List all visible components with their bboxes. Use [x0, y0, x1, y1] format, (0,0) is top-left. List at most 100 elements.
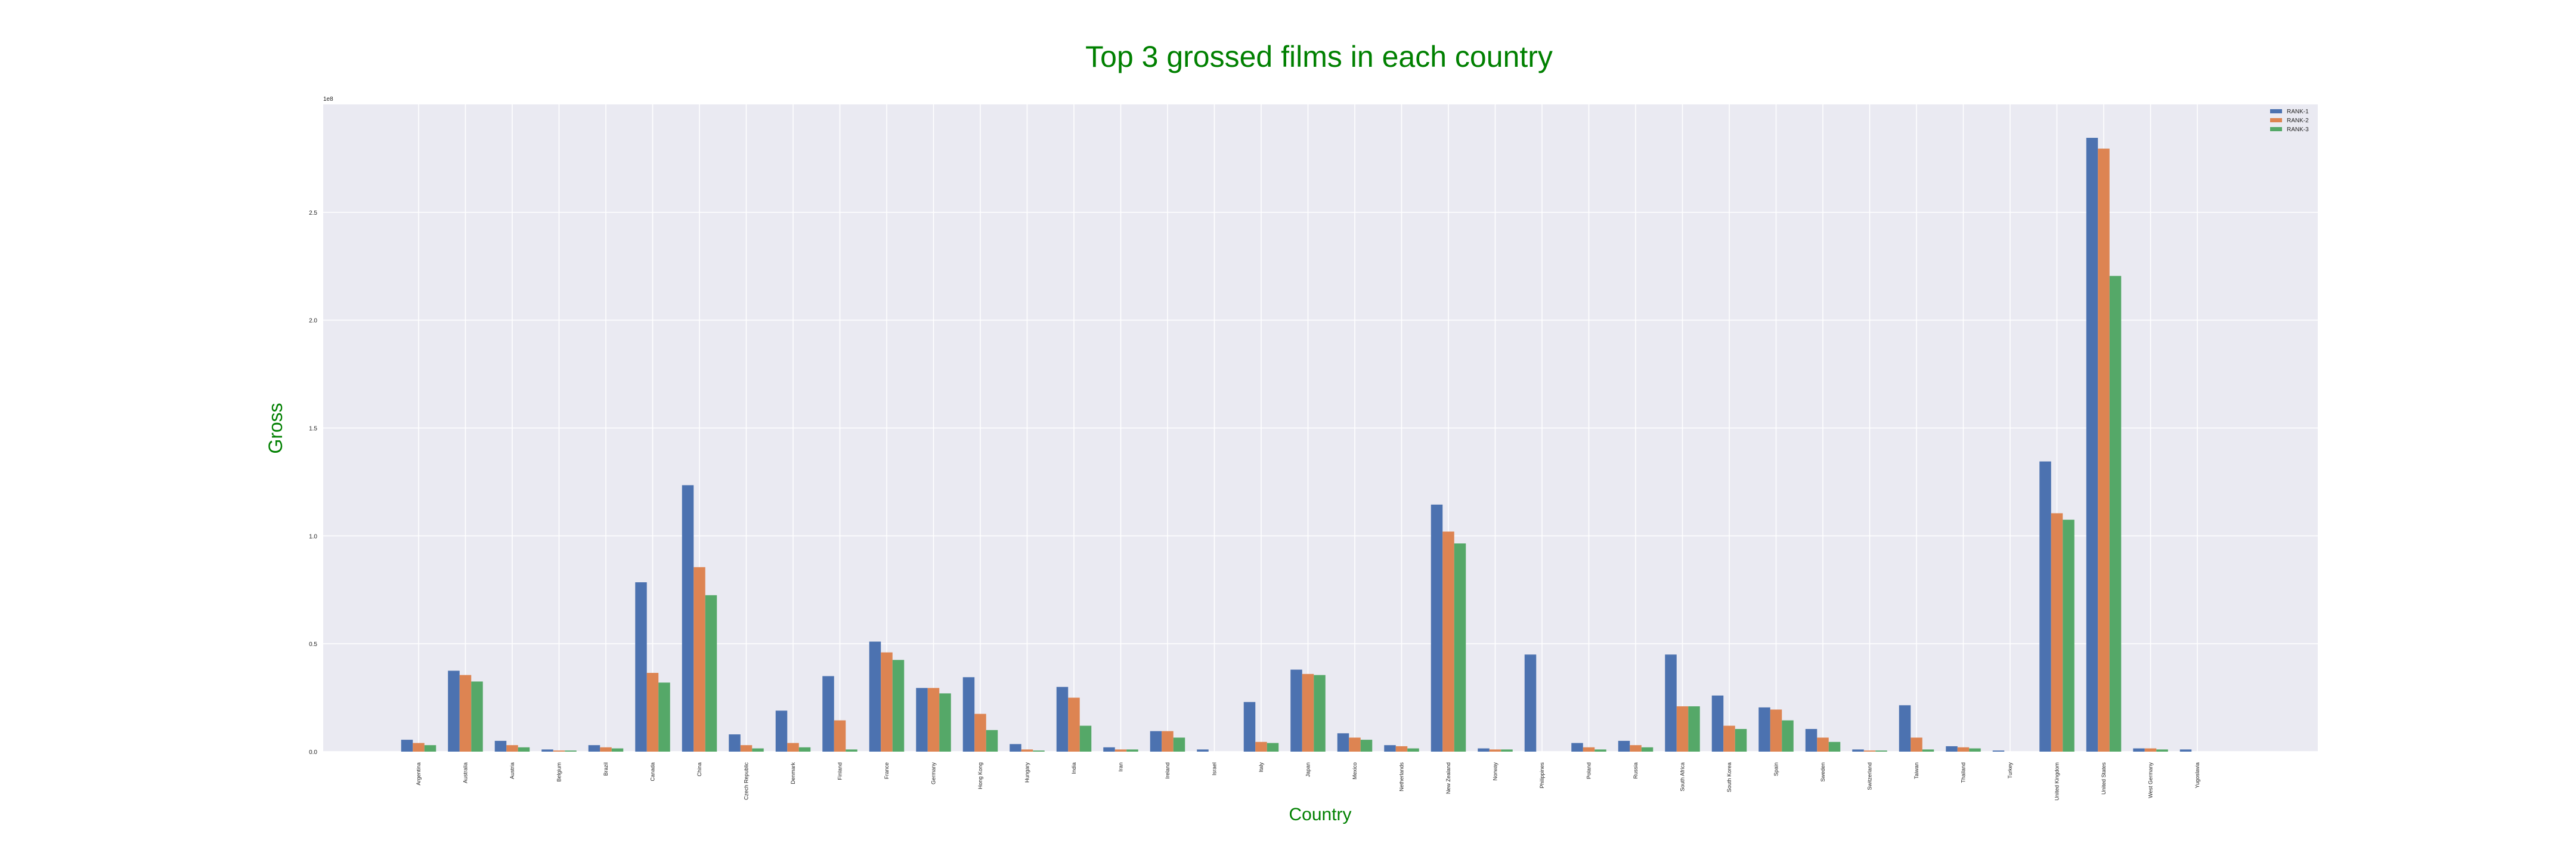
- x-tick-label: South Korea: [1726, 762, 1732, 792]
- x-tick-label: Germany: [931, 762, 937, 785]
- bar-rank-3-canada: [658, 682, 670, 752]
- bar-rank-1-china: [682, 485, 694, 752]
- legend: RANK-1 RANK-2 RANK-3: [2270, 109, 2309, 133]
- bar-rank-2-spain: [1770, 709, 1782, 752]
- x-tick-label: New Zealand: [1445, 762, 1451, 794]
- x-tick-label: Philippines: [1539, 762, 1545, 789]
- bar-rank-1-india: [1056, 687, 1069, 752]
- bar-rank-2-brazil: [600, 747, 612, 752]
- bar-rank-2-austria: [506, 745, 518, 752]
- bar-rank-2-argentina: [413, 743, 425, 752]
- x-tick-label: Argentina: [416, 762, 422, 786]
- bar-rank-1-argentina: [401, 740, 413, 752]
- bar-rank-3-india: [1079, 725, 1092, 752]
- bar-rank-1-united-states: [2086, 138, 2098, 752]
- bar-rank-2-ireland: [1162, 731, 1174, 752]
- bar-rank-2-united-states: [2098, 149, 2110, 752]
- bar-rank-2-denmark: [787, 743, 799, 752]
- bar-rank-3-poland: [1594, 749, 1606, 752]
- x-tick-label: Norway: [1493, 762, 1498, 781]
- bar-rank-3-south-korea: [1735, 729, 1747, 752]
- bar-rank-3-south-africa: [1688, 706, 1700, 752]
- legend-swatch: [2270, 118, 2282, 122]
- bar-rank-1-hungary: [1010, 744, 1021, 752]
- x-tick-label: Netherlands: [1399, 762, 1405, 792]
- x-tick-label: Hong Kong: [977, 762, 983, 789]
- bar-rank-1-australia: [448, 670, 460, 752]
- bar-rank-1-russia: [1618, 740, 1630, 752]
- legend-label: RANK-2: [2287, 118, 2309, 124]
- bar-rank-1-norway: [1478, 748, 1490, 752]
- y-tick-label: 1.5: [309, 426, 317, 432]
- bar-rank-3-italy: [1267, 743, 1279, 752]
- bar-rank-1-iran: [1103, 747, 1115, 752]
- x-tick-label: Thailand: [1961, 762, 1967, 783]
- y-offset-label: 1e8: [323, 96, 333, 103]
- bar-rank-1-germany: [916, 688, 928, 752]
- y-tick-label: 1.0: [309, 533, 317, 540]
- x-tick-label: Mexico: [1352, 762, 1358, 780]
- legend-label: RANK-3: [2287, 126, 2309, 133]
- bar-rank-3-norway: [1501, 749, 1513, 752]
- bar-rank-1-finland: [822, 676, 834, 752]
- bar-rank-2-united-kingdom: [2051, 513, 2063, 752]
- y-tick-label: 2.5: [309, 210, 317, 217]
- bar-rank-3-sweden: [1828, 741, 1841, 752]
- bars-group: [401, 138, 2192, 752]
- y-axis-label: Gross: [265, 403, 286, 453]
- bar-rank-2-china: [693, 567, 705, 752]
- bar-rank-1-taiwan: [1899, 705, 1911, 752]
- bar-rank-1-poland: [1571, 743, 1583, 752]
- bar-rank-3-denmark: [798, 747, 811, 752]
- x-tick-label: Spain: [1773, 762, 1779, 776]
- bar-rank-3-spain: [1782, 720, 1794, 752]
- bar-rank-3-hong-kong: [986, 730, 998, 752]
- bar-rank-1-czech-republic: [729, 734, 741, 752]
- y-tick-label: 0.0: [309, 749, 317, 756]
- y-tick-labels: 0.0 0.5 1.0 1.5 2.0 2.5: [309, 210, 317, 756]
- bar-rank-2-japan: [1302, 673, 1314, 752]
- bar-rank-1-japan: [1290, 669, 1302, 752]
- x-tick-label: Austria: [509, 762, 515, 779]
- bar-rank-3-russia: [1641, 747, 1654, 752]
- bar-rank-3-mexico: [1360, 740, 1373, 752]
- bar-rank-3-switzerland: [1875, 750, 1887, 752]
- x-tick-label: Turkey: [2007, 762, 2013, 779]
- bar-rank-2-poland: [1583, 747, 1595, 752]
- y-tick-label: 2.0: [309, 318, 317, 325]
- x-tick-label: West Germany: [2148, 762, 2154, 798]
- x-tick-label: Poland: [1586, 762, 1592, 779]
- x-tick-labels: Argentina Australia Austria Belgium Brazil Ca…: [416, 762, 2200, 801]
- x-tick-label: Taiwan: [1914, 762, 1919, 779]
- bar-rank-1-new-zealand: [1431, 504, 1443, 752]
- bar-rank-2-iran: [1114, 749, 1127, 752]
- bar-rank-1-netherlands: [1384, 745, 1396, 752]
- bar-rank-1-italy: [1243, 702, 1256, 752]
- bar-rank-3-united-kingdom: [2063, 520, 2075, 752]
- bar-rank-1-denmark: [775, 710, 788, 752]
- grid-lines: [323, 104, 2318, 752]
- bar-rank-1-thailand: [1946, 746, 1958, 752]
- bar-rank-3-france: [892, 660, 905, 752]
- x-tick-label: Sweden: [1820, 762, 1826, 782]
- legend-label: RANK-1: [2287, 109, 2309, 115]
- x-tick-label: Italy: [1258, 762, 1264, 773]
- bar-rank-3-brazil: [611, 748, 624, 752]
- x-tick-label: Ireland: [1165, 762, 1171, 779]
- bar-rank-3-finland: [846, 749, 857, 752]
- bar-rank-3-taiwan: [1922, 749, 1934, 752]
- bar-rank-1-hong-kong: [962, 677, 975, 752]
- bar-rank-1-austria: [494, 740, 507, 752]
- bar-rank-3-new-zealand: [1454, 543, 1466, 752]
- bar-rank-1-mexico: [1337, 733, 1349, 752]
- bar-rank-3-west-germany: [2156, 749, 2168, 752]
- bar-rank-3-austria: [518, 747, 530, 752]
- bar-rank-2-south-korea: [1723, 725, 1735, 752]
- bar-rank-1-switzerland: [1852, 749, 1864, 752]
- bar-rank-2-netherlands: [1395, 746, 1408, 752]
- bar-rank-2-australia: [459, 675, 472, 752]
- bar-rank-3-iran: [1126, 749, 1138, 752]
- bar-rank-3-thailand: [1969, 748, 1981, 752]
- x-tick-label: South Africa: [1680, 762, 1686, 792]
